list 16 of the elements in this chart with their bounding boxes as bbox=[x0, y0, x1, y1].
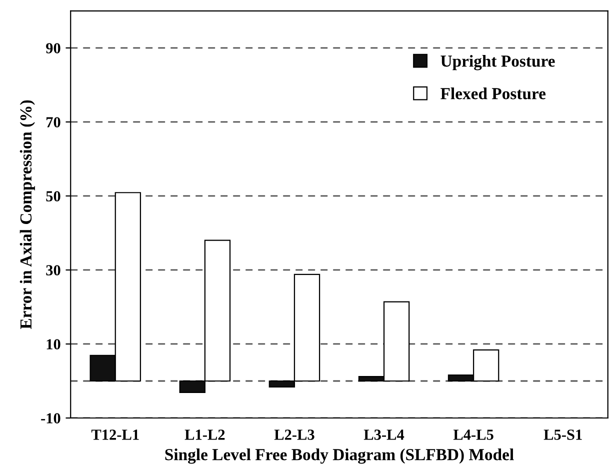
legend-label: Upright Posture bbox=[440, 55, 555, 70]
x-tick-label: T12-L1 bbox=[91, 430, 139, 440]
x-tick-label: L2-L3 bbox=[274, 430, 314, 440]
y-tick-label: 10 bbox=[46, 339, 60, 350]
y-axis-title: Error in Axial Compression (%) bbox=[20, 100, 35, 330]
x-tick-label: L5-S1 bbox=[544, 430, 582, 440]
legend-label: Flexed Posture bbox=[440, 88, 546, 100]
x-tick-label: L3-L4 bbox=[364, 430, 404, 440]
y-tick-label: 90 bbox=[46, 43, 60, 54]
y-tick-label: -10 bbox=[41, 413, 60, 424]
x-axis-title: Single Level Free Body Diagram (SLFBD) Model bbox=[165, 448, 514, 464]
x-tick-label: L1-L2 bbox=[184, 430, 225, 440]
y-tick-label: 50 bbox=[46, 191, 60, 202]
y-tick-label: 30 bbox=[46, 265, 60, 276]
x-tick-label: L4-L5 bbox=[453, 430, 494, 440]
y-tick-label: 70 bbox=[46, 117, 60, 128]
